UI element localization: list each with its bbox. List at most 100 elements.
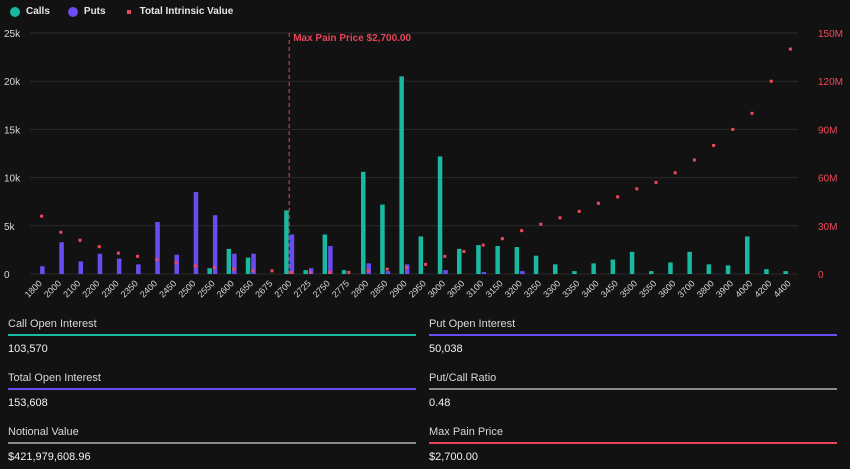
legend-intrinsic[interactable]: Total Intrinsic Value [124, 6, 234, 17]
x-tick-label: 3800 [695, 278, 716, 299]
x-tick-label: 2950 [407, 278, 428, 299]
intrinsic-marker [212, 266, 216, 270]
stat-divider [8, 334, 416, 336]
legend-intrinsic-label: Total Intrinsic Value [139, 6, 234, 17]
stat-label: Call Open Interest [8, 318, 97, 330]
stat-label: Notional Value [8, 426, 79, 438]
stats-panel: Call Open Interest 103,570 Put Open Inte… [0, 310, 850, 469]
x-tick-label: 2200 [80, 278, 101, 299]
intrinsic-marker [116, 251, 120, 255]
stat-divider [429, 334, 837, 336]
legend-puts[interactable]: Puts [67, 6, 106, 17]
call-bar [361, 171, 366, 274]
intrinsic-marker [481, 243, 485, 247]
intrinsic-square-icon [126, 9, 131, 14]
call-bar [284, 210, 289, 274]
intrinsic-marker [443, 254, 447, 258]
intrinsic-marker [712, 143, 716, 147]
x-tick-label: 4400 [772, 278, 793, 299]
chart-area: 0 5k 10k 15k 20k 25k 0 30M 60M 90M 120M 150M 1800 200… [4, 6, 843, 300]
intrinsic-marker [78, 238, 82, 242]
puts-dot-icon [67, 6, 78, 17]
stat-label: Max Pain Price [429, 426, 503, 438]
call-bar [745, 236, 750, 274]
intrinsic-marker [692, 158, 696, 162]
x-tick-label: 3000 [426, 278, 447, 299]
stat-value: $421,979,608.96 [8, 451, 91, 463]
call-bar [706, 264, 712, 274]
put-bar [78, 261, 83, 274]
put-bar [116, 258, 122, 274]
x-tick-label: 2725 [292, 278, 313, 299]
intrinsic-marker [40, 214, 44, 218]
put-bar [443, 270, 448, 274]
x-tick-label: 2900 [388, 278, 409, 299]
intrinsic-marker [520, 229, 524, 233]
intrinsic-marker [558, 216, 562, 220]
stat-divider [429, 388, 837, 390]
intrinsic-marker [251, 269, 255, 273]
intrinsic-marker [539, 222, 543, 226]
open-interest-chart: 0 5k 10k 15k 20k 25k 0 30M 60M 90M 120M 150M 1800200… [4, 29, 843, 300]
x-tick-label: 2850 [368, 278, 389, 299]
intrinsic-marker [289, 270, 293, 274]
y-right-tick-label: 150M [818, 29, 843, 40]
x-tick-label: 3250 [522, 278, 543, 299]
x-tick-label: 3500 [618, 278, 639, 299]
x-tick-label: 3900 [714, 278, 735, 299]
put-bar [97, 253, 103, 274]
x-tick-label: 3400 [580, 278, 601, 299]
x-tick-label: 2750 [311, 278, 332, 299]
call-bar [245, 257, 251, 274]
intrinsic-marker [155, 258, 159, 262]
intrinsic-marker [577, 209, 581, 213]
intrinsic-marker [308, 270, 312, 274]
x-tick-label: 1800 [23, 278, 44, 299]
y-tick-label: 10k [4, 174, 21, 185]
stat-value: 50,038 [429, 343, 463, 355]
y-tick-label: 25k [4, 29, 21, 40]
intrinsic-marker [654, 180, 658, 184]
x-tick-label: 3550 [637, 278, 658, 299]
intrinsic-marker [385, 267, 389, 271]
intrinsic-marker [500, 237, 504, 241]
put-bar [328, 246, 333, 274]
call-bar [764, 269, 769, 274]
legend-calls[interactable]: Calls [10, 6, 50, 17]
intrinsic-marker [596, 201, 600, 205]
call-bar [629, 251, 635, 274]
x-tick-label: 2800 [349, 278, 370, 299]
y-tick-label: 5k [4, 222, 16, 233]
intrinsic-marker [366, 269, 370, 273]
stat-value: 0.48 [429, 397, 451, 409]
legend-calls-label: Calls [26, 6, 50, 17]
stat-divider [8, 388, 416, 390]
x-tick-label: 2450 [157, 278, 178, 299]
call-bar [207, 268, 212, 274]
intrinsic-marker [788, 47, 792, 51]
call-bar [514, 247, 520, 274]
intrinsic-marker [616, 195, 620, 199]
stat-divider [429, 442, 837, 444]
put-bar [232, 253, 237, 274]
chart-legend: Calls Puts Total Intrinsic Value [10, 6, 233, 17]
x-tick-label: 2400 [138, 278, 159, 299]
intrinsic-marker [404, 266, 408, 270]
intrinsic-marker [97, 245, 101, 249]
intrinsic-marker [232, 267, 236, 271]
put-bar [404, 264, 410, 274]
stat-put-open-interest: Put Open Interest 50,038 [429, 312, 837, 360]
x-tick-label: 4000 [733, 278, 754, 299]
x-tick-label: 2600 [215, 278, 236, 299]
call-bar [418, 236, 424, 274]
x-tick-label: 2775 [330, 278, 351, 299]
put-bar [40, 266, 45, 274]
stat-put-call-ratio: Put/Call Ratio 0.48 [429, 366, 837, 414]
call-bar [553, 264, 558, 274]
intrinsic-marker [462, 250, 466, 254]
y-right-tick-label: 120M [818, 77, 843, 88]
call-bar [380, 204, 385, 274]
stat-value: 103,570 [8, 343, 48, 355]
x-tick-label: 3100 [464, 278, 485, 299]
intrinsic-marker [424, 262, 428, 266]
